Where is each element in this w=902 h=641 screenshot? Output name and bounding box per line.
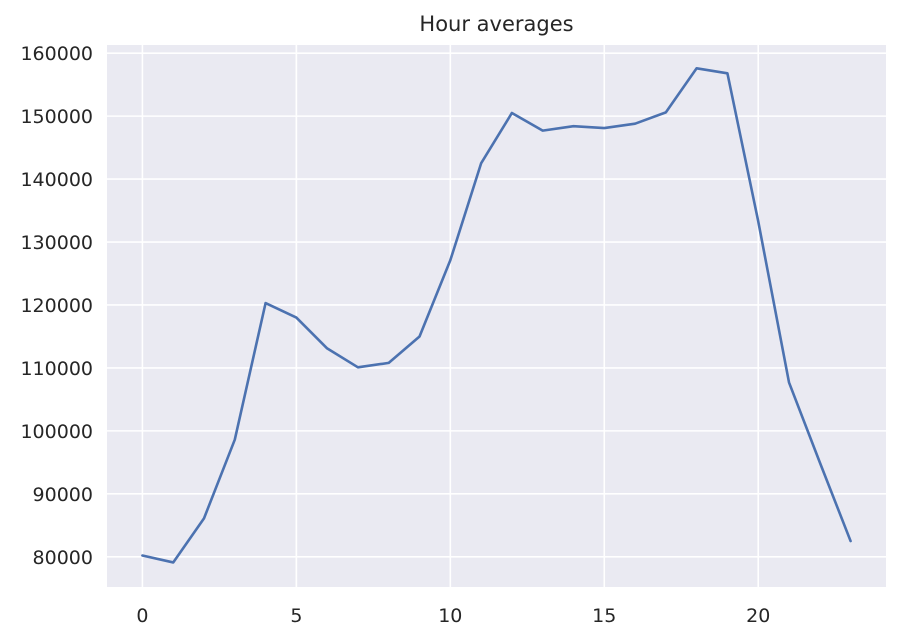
y-tick-label: 140000 xyxy=(20,169,93,191)
plot-area xyxy=(107,45,886,587)
y-tick-label: 100000 xyxy=(20,421,93,443)
x-tick-label: 5 xyxy=(290,605,302,627)
y-tick-label: 120000 xyxy=(20,295,93,317)
y-tick-label: 90000 xyxy=(33,484,93,506)
chart-title: Hour averages xyxy=(419,12,573,36)
series-line xyxy=(141,66,852,564)
series-layer xyxy=(141,66,852,564)
x-tick-label: 15 xyxy=(592,605,616,627)
y-tick-label: 130000 xyxy=(20,232,93,254)
y-tick-label: 150000 xyxy=(20,106,93,128)
x-axis-tick-labels: 0 5 10 15 20 xyxy=(136,605,770,627)
y-tick-label: 80000 xyxy=(33,547,93,569)
x-tick-label: 20 xyxy=(746,605,770,627)
y-tick-label: 110000 xyxy=(20,358,93,380)
x-tick-label: 10 xyxy=(438,605,462,627)
y-tick-label: 160000 xyxy=(20,43,93,65)
x-tick-label: 0 xyxy=(136,605,148,627)
y-axis-tick-labels: 80000 90000 100000 110000 120000 130000 140000… xyxy=(20,43,93,569)
grid-lines xyxy=(107,45,886,587)
